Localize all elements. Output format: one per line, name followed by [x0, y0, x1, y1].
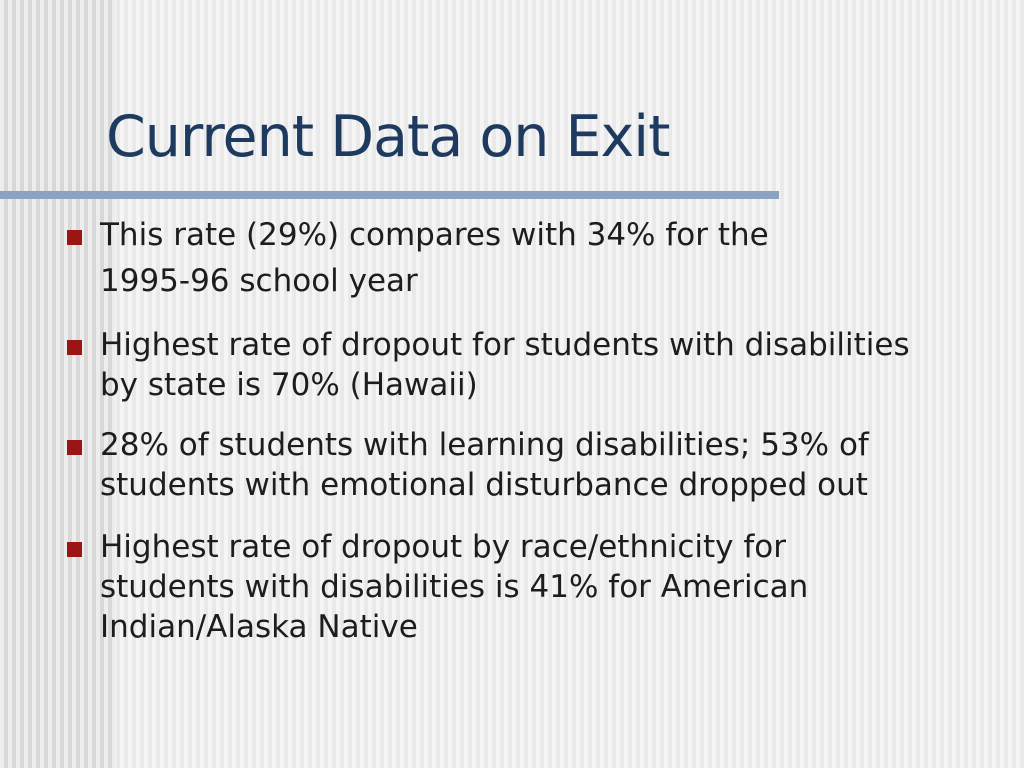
bullet-square-icon: [67, 440, 82, 455]
bullet-text: This rate (29%) compares with 34% for th…: [100, 217, 769, 299]
bullet-text: Highest rate of dropout by race/ethnicit…: [100, 529, 809, 645]
bullet-square-icon: [67, 340, 82, 355]
bullet-square-icon: [67, 542, 82, 557]
bullet-square-icon: [67, 230, 82, 245]
bullet-text: Highest rate of dropout for students wit…: [100, 327, 910, 403]
bullet-text: 28% of students with learning disabiliti…: [100, 427, 869, 503]
title-underline-rule: [0, 191, 779, 199]
slide-title: Current Data on Exit: [106, 104, 670, 170]
pinstripe-left-band: [0, 0, 115, 768]
